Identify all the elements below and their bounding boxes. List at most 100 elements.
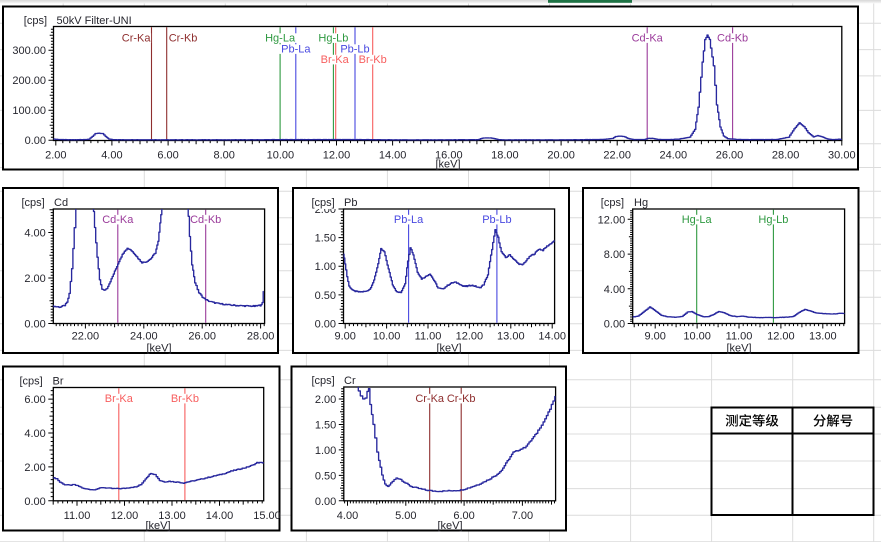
svg-text:4.00: 4.00 <box>24 228 45 240</box>
svg-text:50kV Filter-UNI: 50kV Filter-UNI <box>57 15 132 27</box>
svg-text:100.00: 100.00 <box>12 105 46 117</box>
svg-text:2.00: 2.00 <box>45 150 66 162</box>
svg-text:1.00: 1.00 <box>315 445 336 457</box>
svg-text:Cd-Ka: Cd-Ka <box>632 33 664 45</box>
svg-text:Br-Ka: Br-Ka <box>105 393 134 405</box>
svg-text:0.00: 0.00 <box>604 319 625 331</box>
svg-text:28.00: 28.00 <box>772 150 800 162</box>
svg-text:10.00: 10.00 <box>683 330 711 342</box>
svg-text:16.00: 16.00 <box>435 150 463 162</box>
svg-text:300.00: 300.00 <box>12 45 46 57</box>
svg-text:8.00: 8.00 <box>604 249 625 261</box>
svg-text:15.00: 15.00 <box>253 510 281 522</box>
svg-text:Cd-Ka: Cd-Ka <box>102 214 134 226</box>
svg-text:0.00: 0.00 <box>24 496 45 508</box>
svg-text:13.00: 13.00 <box>497 330 525 342</box>
svg-text:200.00: 200.00 <box>12 75 46 87</box>
svg-text:7.00: 7.00 <box>512 510 533 522</box>
svg-text:10.00: 10.00 <box>267 150 295 162</box>
svg-text:24.00: 24.00 <box>660 150 688 162</box>
svg-text:0.00: 0.00 <box>315 496 336 508</box>
svg-text:2.00: 2.00 <box>315 394 336 406</box>
svg-text:12.00: 12.00 <box>598 214 626 226</box>
svg-text:4.00: 4.00 <box>24 428 45 440</box>
svg-text:Pb-La: Pb-La <box>394 214 424 226</box>
svg-text:4.00: 4.00 <box>337 510 358 522</box>
svg-text:6.00: 6.00 <box>453 510 474 522</box>
svg-text:20.00: 20.00 <box>547 150 575 162</box>
svg-text:Cr-Kb: Cr-Kb <box>169 33 198 45</box>
svg-text:14.00: 14.00 <box>538 330 566 342</box>
svg-text:1.50: 1.50 <box>315 233 336 245</box>
svg-text:1.00: 1.00 <box>315 261 336 273</box>
svg-text:14.00: 14.00 <box>379 150 407 162</box>
svg-text:22.00: 22.00 <box>603 150 631 162</box>
svg-text:Hg-Lb: Hg-Lb <box>318 33 348 45</box>
svg-text:Cd-Kb: Cd-Kb <box>717 33 748 45</box>
svg-text:0.00: 0.00 <box>315 319 336 331</box>
svg-text:0.50: 0.50 <box>315 470 336 482</box>
svg-text:4.00: 4.00 <box>604 284 625 296</box>
svg-text:6.00: 6.00 <box>157 150 178 162</box>
svg-text:[cps]: [cps] <box>24 15 47 27</box>
svg-text:8.00: 8.00 <box>213 150 234 162</box>
svg-text:24.00: 24.00 <box>130 330 158 342</box>
svg-text:5.00: 5.00 <box>395 510 416 522</box>
svg-text:0.50: 0.50 <box>315 290 336 302</box>
svg-text:12.00: 12.00 <box>323 150 351 162</box>
svg-text:2.00: 2.00 <box>24 462 45 474</box>
svg-text:Cd: Cd <box>54 197 68 209</box>
svg-text:[cps]: [cps] <box>20 376 43 388</box>
svg-text:2.00: 2.00 <box>24 273 45 285</box>
svg-text:[cps]: [cps] <box>312 197 335 209</box>
svg-text:9.00: 9.00 <box>334 330 355 342</box>
svg-text:14.00: 14.00 <box>206 510 234 522</box>
svg-text:Br-Kb: Br-Kb <box>171 393 199 405</box>
svg-text:Hg-La: Hg-La <box>682 214 713 226</box>
svg-text:[keV]: [keV] <box>146 343 171 355</box>
svg-text:9.00: 9.00 <box>644 330 665 342</box>
svg-text:11.00: 11.00 <box>415 330 442 342</box>
svg-text:Br: Br <box>53 376 64 388</box>
svg-text:12.00: 12.00 <box>111 510 139 522</box>
svg-text:Cd-Kb: Cd-Kb <box>190 214 221 226</box>
svg-text:[cps]: [cps] <box>312 375 335 387</box>
svg-text:1.50: 1.50 <box>315 420 336 432</box>
svg-text:Pb-Lb: Pb-Lb <box>340 44 369 56</box>
svg-text:Cr-Ka: Cr-Ka <box>415 393 445 405</box>
svg-text:Hg: Hg <box>634 197 648 209</box>
svg-text:30.00: 30.00 <box>828 150 856 162</box>
svg-text:2.00: 2.00 <box>315 204 336 216</box>
svg-text:Cr: Cr <box>344 375 356 387</box>
svg-text:12.00: 12.00 <box>767 330 795 342</box>
svg-text:Hg-La: Hg-La <box>265 33 296 45</box>
svg-text:26.00: 26.00 <box>188 330 216 342</box>
svg-text:Hg-Lb: Hg-Lb <box>758 214 788 226</box>
svg-text:Cr-Kb: Cr-Kb <box>447 393 476 405</box>
svg-text:13.00: 13.00 <box>809 330 837 342</box>
svg-text:[cps]: [cps] <box>601 197 624 209</box>
svg-text:0.00: 0.00 <box>24 319 45 331</box>
svg-text:0.00: 0.00 <box>25 135 46 147</box>
svg-text:4.00: 4.00 <box>101 150 122 162</box>
svg-text:[keV]: [keV] <box>437 520 462 532</box>
svg-text:12.00: 12.00 <box>456 330 484 342</box>
svg-text:Pb: Pb <box>344 197 357 209</box>
svg-text:[keV]: [keV] <box>435 159 460 171</box>
svg-text:13.00: 13.00 <box>158 510 186 522</box>
svg-text:[keV]: [keV] <box>436 343 461 355</box>
svg-text:10.00: 10.00 <box>373 330 401 342</box>
svg-text:22.00: 22.00 <box>72 330 100 342</box>
svg-text:6.00: 6.00 <box>24 394 45 406</box>
svg-text:28.00: 28.00 <box>247 330 275 342</box>
svg-text:[keV]: [keV] <box>726 343 751 355</box>
svg-text:Br-Ka: Br-Ka <box>321 54 350 66</box>
svg-text:[cps]: [cps] <box>22 197 45 209</box>
svg-text:11.00: 11.00 <box>64 510 91 522</box>
svg-text:Pb-Lb: Pb-Lb <box>482 214 511 226</box>
svg-text:Br-Kb: Br-Kb <box>359 54 387 66</box>
svg-text:Cr-Ka: Cr-Ka <box>122 33 152 45</box>
svg-text:26.00: 26.00 <box>716 150 744 162</box>
svg-text:11.00: 11.00 <box>726 330 753 342</box>
svg-text:Pb-La: Pb-La <box>281 44 311 56</box>
